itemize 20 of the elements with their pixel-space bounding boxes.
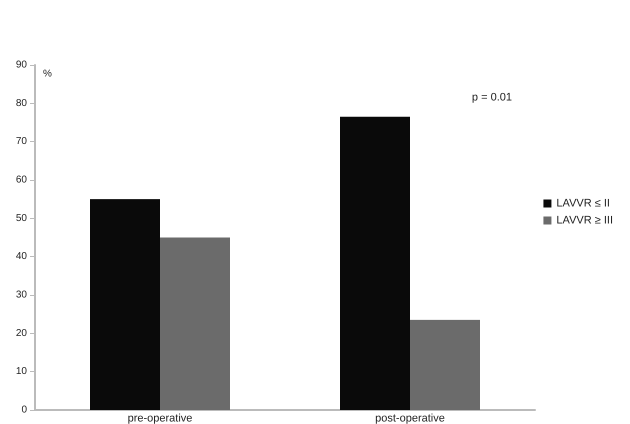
legend-label: LAVVR ≥ III bbox=[556, 214, 614, 226]
y-tick-label: 60 bbox=[16, 174, 28, 186]
legend-label: LAVVR ≤ II bbox=[556, 198, 610, 210]
y-tick-label: 0 bbox=[21, 404, 28, 416]
y-tick-label: 30 bbox=[16, 290, 28, 300]
y-tick-label: 90 bbox=[16, 60, 28, 70]
bar bbox=[340, 116, 410, 410]
annotation: p = 0.01 bbox=[472, 92, 512, 104]
x-tick-label: pre-operative bbox=[128, 412, 192, 424]
y-tick-label: 40 bbox=[16, 251, 28, 262]
bar bbox=[90, 199, 160, 410]
bar bbox=[160, 238, 230, 410]
y-tick-label: 10 bbox=[16, 366, 28, 378]
y-tick-label: 70 bbox=[16, 136, 28, 148]
x-tick-label: post-operative bbox=[375, 412, 445, 424]
y-axis-title: % bbox=[43, 68, 52, 80]
bar bbox=[410, 320, 480, 410]
y-tick-label: 80 bbox=[16, 98, 28, 109]
y-tick-label: 20 bbox=[16, 328, 28, 339]
y-tick-label: 50 bbox=[16, 212, 28, 224]
